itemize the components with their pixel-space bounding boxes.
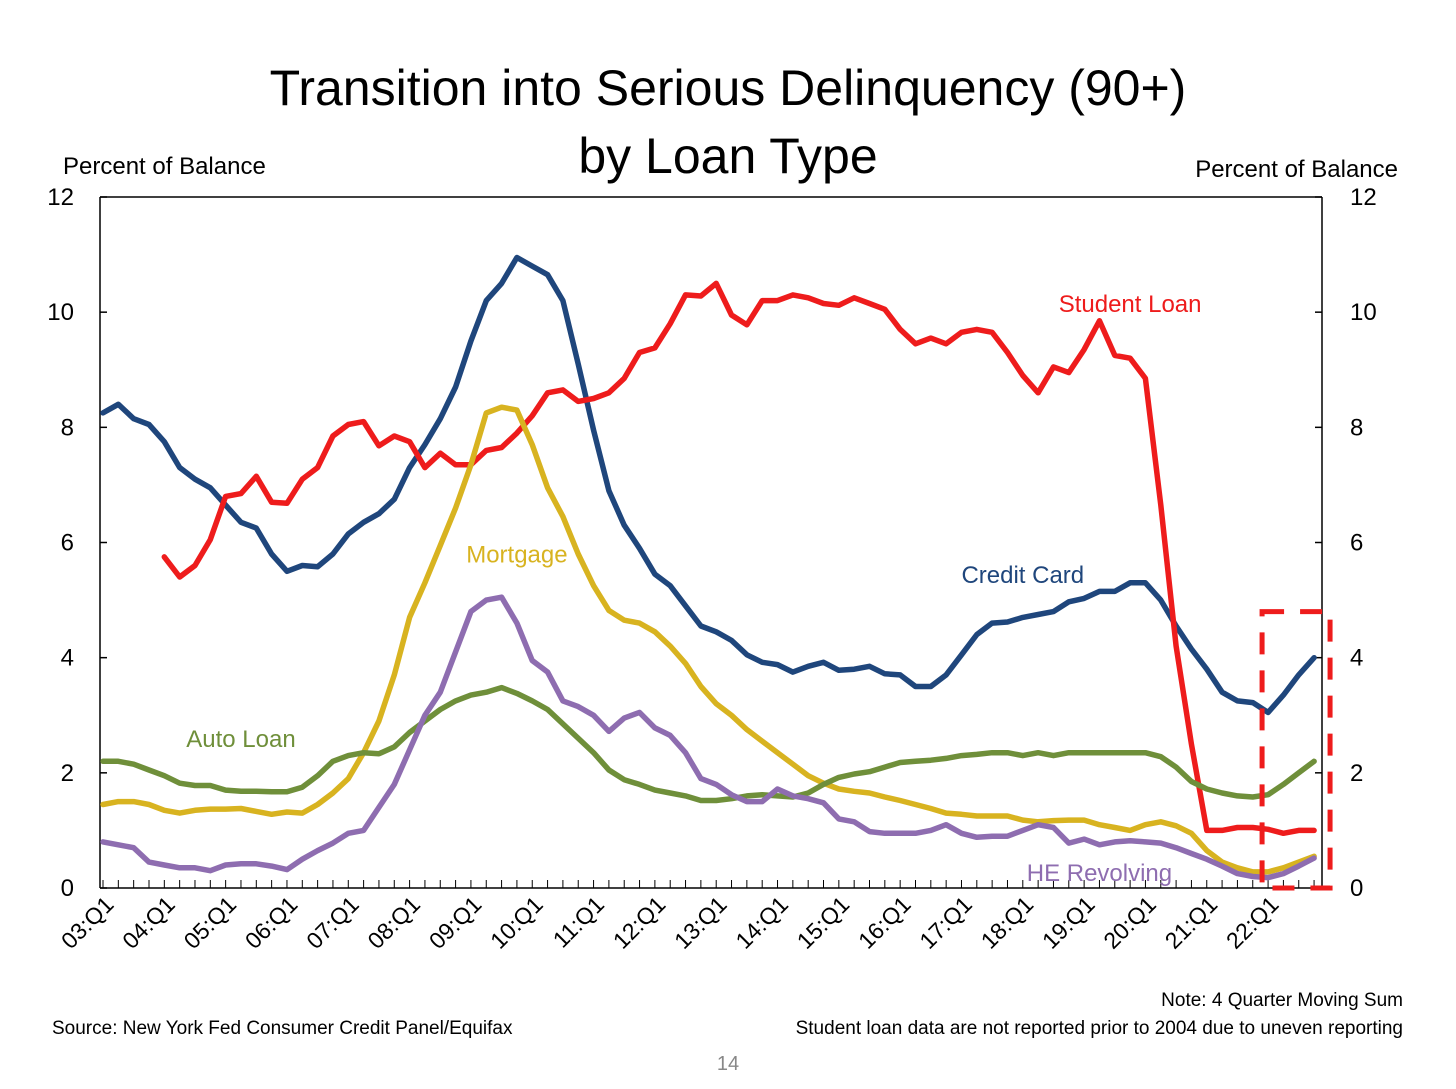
chart-title-line2: by Loan Type [578, 128, 878, 184]
x-tick-label: 15:Q1 [792, 891, 855, 954]
x-tick-label: 10:Q1 [485, 891, 548, 954]
y-tick-label-right: 10 [1350, 299, 1377, 326]
source-note: Source: New York Fed Consumer Credit Pan… [52, 1018, 513, 1039]
highlight-box [1259, 609, 1333, 891]
x-tick-label: 08:Q1 [362, 891, 425, 954]
series-label-auto-loan: Auto Loan [186, 726, 295, 753]
series-label-student-loan: Student Loan [1059, 291, 1202, 318]
series-label-mortgage: Mortgage [466, 542, 567, 569]
x-tick-label: 14:Q1 [730, 891, 793, 954]
x-tick-label: 21:Q1 [1160, 891, 1223, 954]
y-tick-label-right: 0 [1350, 875, 1363, 902]
x-tick-label: 20:Q1 [1098, 891, 1161, 954]
x-tick-label: 17:Q1 [914, 891, 977, 954]
y-axis-label-right: Percent of Balance [1195, 156, 1398, 183]
x-tick-label: 07:Q1 [301, 891, 364, 954]
x-tick-label: 19:Q1 [1037, 891, 1100, 954]
y-tick-label-left: 4 [61, 645, 74, 672]
x-tick-label: 22:Q1 [1221, 891, 1284, 954]
x-tick-label: 05:Q1 [178, 891, 241, 954]
x-tick-label: 16:Q1 [853, 891, 916, 954]
x-tick-label: 13:Q1 [669, 891, 732, 954]
series-line-he-revolving [100, 594, 1317, 881]
y-tick-label-left: 6 [61, 530, 74, 557]
y-tick-label-left: 10 [47, 299, 74, 326]
y-tick-label-left: 2 [61, 760, 74, 787]
page-number: 14 [716, 1053, 740, 1075]
series-label-he-revolving: HE Revolving [1027, 860, 1172, 887]
series-line-auto-loan [100, 684, 1317, 804]
x-tick-label: 12:Q1 [608, 891, 671, 954]
note-moving-sum: Note: 4 Quarter Moving Sum [1161, 990, 1403, 1011]
chart-title-line1: Transition into Serious Delinquency (90+… [269, 60, 1187, 116]
x-tick-label: 11:Q1 [548, 891, 609, 952]
y-axis-label-left: Percent of Balance [63, 153, 266, 180]
y-tick-label-left: 8 [61, 414, 74, 441]
series-label-credit-card: Credit Card [961, 562, 1084, 589]
y-tick-label-right: 12 [1350, 184, 1377, 211]
x-tick-label: 09:Q1 [424, 891, 487, 954]
series-line-credit-card [100, 254, 1317, 716]
x-tick-label: 18:Q1 [976, 891, 1039, 954]
x-tick-label: 06:Q1 [240, 891, 303, 954]
y-tick-label-right: 2 [1350, 760, 1363, 787]
y-tick-label-right: 8 [1350, 414, 1363, 441]
series-line-mortgage [100, 404, 1317, 875]
y-tick-label-left: 0 [61, 875, 74, 902]
x-tick-label: 04:Q1 [117, 891, 180, 954]
y-tick-label-left: 12 [47, 184, 74, 211]
series-line-student-loan [161, 280, 1317, 837]
note-student-loan-reporting: Student loan data are not reported prior… [795, 1018, 1403, 1039]
y-tick-label-right: 6 [1350, 530, 1363, 557]
y-tick-label-right: 4 [1350, 645, 1363, 672]
